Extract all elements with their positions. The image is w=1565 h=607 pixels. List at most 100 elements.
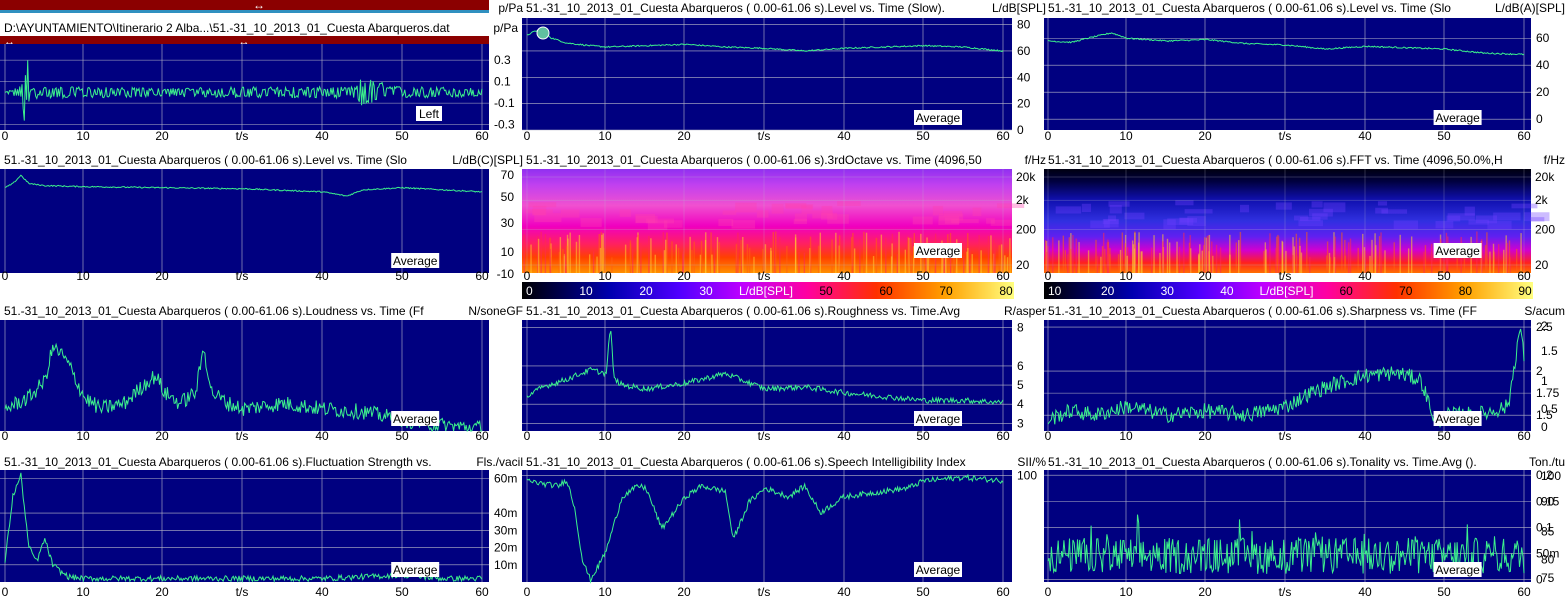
spectrogram-streak: [1299, 245, 1301, 273]
spectrogram-streak: [859, 239, 861, 273]
y-tick-label: 100: [1017, 468, 1037, 482]
spectrogram-streak: [654, 254, 656, 273]
spectrogram-blob: [1081, 203, 1091, 212]
chart-panel-2: 51.-31_10_2013_01_Cuesta Abarqueros ( 0.…: [1044, 1, 1565, 143]
spectrogram-streak: [1235, 242, 1238, 273]
spectrogram-blob: [756, 210, 769, 218]
chart-panel-9: 51.-31_10_2013_01_Cuesta Abarqueros ( 0.…: [0, 455, 523, 599]
spectrogram-streak: [907, 236, 909, 273]
spectrogram-streak: [563, 253, 566, 273]
spectrogram-blob: [1163, 219, 1176, 230]
x-tick-label: 50: [395, 269, 409, 283]
chart-title: 51.-31_10_2013_01_Cuesta Abarqueros ( 0.…: [526, 455, 966, 469]
y-tick-label-left: 50: [501, 190, 515, 204]
x-tick-label: 50: [1437, 429, 1451, 443]
chart-panel-7: 51.-31_10_2013_01_Cuesta Abarqueros ( 0.…: [522, 304, 1046, 443]
spectrogram-blob: [986, 218, 995, 224]
spectrogram-blob: [812, 210, 833, 219]
y-tick-label: 20m: [494, 541, 517, 555]
spectrogram-streak: [928, 255, 931, 273]
x-tick-label: 0: [1045, 129, 1052, 143]
spectrogram-streak: [890, 256, 893, 273]
y-tick-label: 60m: [494, 472, 517, 486]
spectrogram-streak: [1189, 248, 1192, 273]
spectrogram-blob: [1124, 212, 1145, 220]
colorbar-tick-label: 90: [1518, 284, 1532, 298]
spectrogram-blob: [1511, 203, 1538, 209]
zoom-bar[interactable]: [0, 36, 489, 45]
y-tick-label: 0.3: [494, 53, 511, 67]
legend-label: Average: [393, 254, 438, 268]
double-arrow-icon: ↔: [4, 36, 15, 48]
y-tick-label: 20: [1017, 97, 1031, 111]
spectrogram-streak: [689, 236, 691, 273]
spectrogram-streak: [544, 234, 547, 273]
colorbar: [522, 282, 1014, 299]
spectrogram-streak: [718, 242, 721, 273]
spectrogram-streak: [1384, 250, 1386, 273]
spectrogram-streak: [640, 243, 642, 273]
spectrogram-streak: [1178, 246, 1181, 273]
spectrogram-streak: [748, 247, 751, 273]
x-tick-label: 40: [1358, 269, 1372, 283]
spectrogram-streak: [1357, 247, 1359, 273]
x-tick-label: 20: [1198, 429, 1212, 443]
colorbar-tick-label: 20: [1101, 284, 1115, 298]
spectrogram-streak: [1141, 251, 1143, 273]
spectrogram-streak: [1508, 240, 1511, 273]
spectrogram-blob: [1446, 215, 1461, 222]
chart-panel-0: p/Pa 0.3 0.1 -0.1 -0.3 0 10 20 t/s 40 50 60 Left: [0, 1, 523, 143]
spectrogram-streak: [1334, 236, 1336, 273]
spectrogram-blob: [944, 217, 960, 224]
spectrogram-streak: [682, 253, 684, 273]
spectrogram-streak: [1326, 255, 1328, 273]
spectrogram-streak: [540, 231, 542, 273]
x-tick-label: t/s: [236, 269, 249, 283]
y-tick-label: 40: [1017, 70, 1031, 84]
spectrogram-blob: [1175, 200, 1194, 206]
spectrogram-blob: [938, 216, 959, 225]
spectrogram-streak: [1215, 244, 1218, 273]
spectrogram-streak: [567, 238, 569, 273]
spectrogram-streak: [1399, 234, 1401, 273]
y-tick-label-secondary: 1.5: [1541, 344, 1558, 358]
spectrogram-blob: [938, 213, 964, 221]
x-tick-label: 20: [1198, 129, 1212, 143]
chart-title: 51.-31_10_2013_01_Cuesta Abarqueros ( 0.…: [526, 1, 945, 15]
spectrogram-streak: [993, 239, 995, 273]
spectrogram-streak: [742, 236, 744, 273]
chart-panel-11: 51.-31_10_2013_01_Cuesta Abarqueros ( 0.…: [1044, 455, 1565, 599]
y-axis-label: S/acum: [1524, 304, 1565, 318]
y-axis-label: f/Hz: [1025, 153, 1046, 167]
scroll-bar-track[interactable]: [0, 10, 489, 13]
y-tick-label: 1.75: [1536, 386, 1560, 400]
y-tick-label-secondary: 0: [1541, 420, 1548, 434]
spectrogram-streak: [896, 254, 899, 273]
y-tick-label: 2: [1536, 364, 1543, 378]
spectrogram-streak: [1480, 239, 1483, 273]
spectrogram-streak: [990, 235, 992, 273]
colorbar-tick-label: 30: [699, 284, 713, 298]
spectrogram-streak: [1306, 232, 1308, 273]
y-tick-label: 80: [1017, 18, 1031, 32]
spectrogram-streak: [762, 248, 764, 273]
spectrogram-streak: [1075, 238, 1077, 273]
spectrogram-streak: [764, 244, 767, 273]
series-line: [526, 29, 1004, 53]
x-tick-label: 10: [598, 269, 612, 283]
spectrogram-blob: [784, 202, 807, 208]
spectrogram-streak: [980, 250, 982, 273]
chart-panel-5: 51.-31_10_2013_01_Cuesta Abarqueros ( 0.…: [1044, 153, 1565, 299]
spectrogram-streak: [671, 241, 673, 273]
x-tick-label: 0: [524, 585, 531, 599]
colorbar-tick-label: 20: [639, 284, 653, 298]
spectrogram-streak: [1269, 233, 1271, 273]
scroll-bar[interactable]: [0, 0, 489, 11]
spectrogram-streak: [1208, 234, 1211, 273]
y-tick-label-left: 70: [501, 168, 515, 182]
spectrogram-streak: [779, 236, 781, 273]
y-tick-label: 20: [1536, 85, 1550, 99]
colorbar-tick-label: 80: [999, 284, 1013, 298]
spectrogram-blob: [1468, 219, 1489, 225]
